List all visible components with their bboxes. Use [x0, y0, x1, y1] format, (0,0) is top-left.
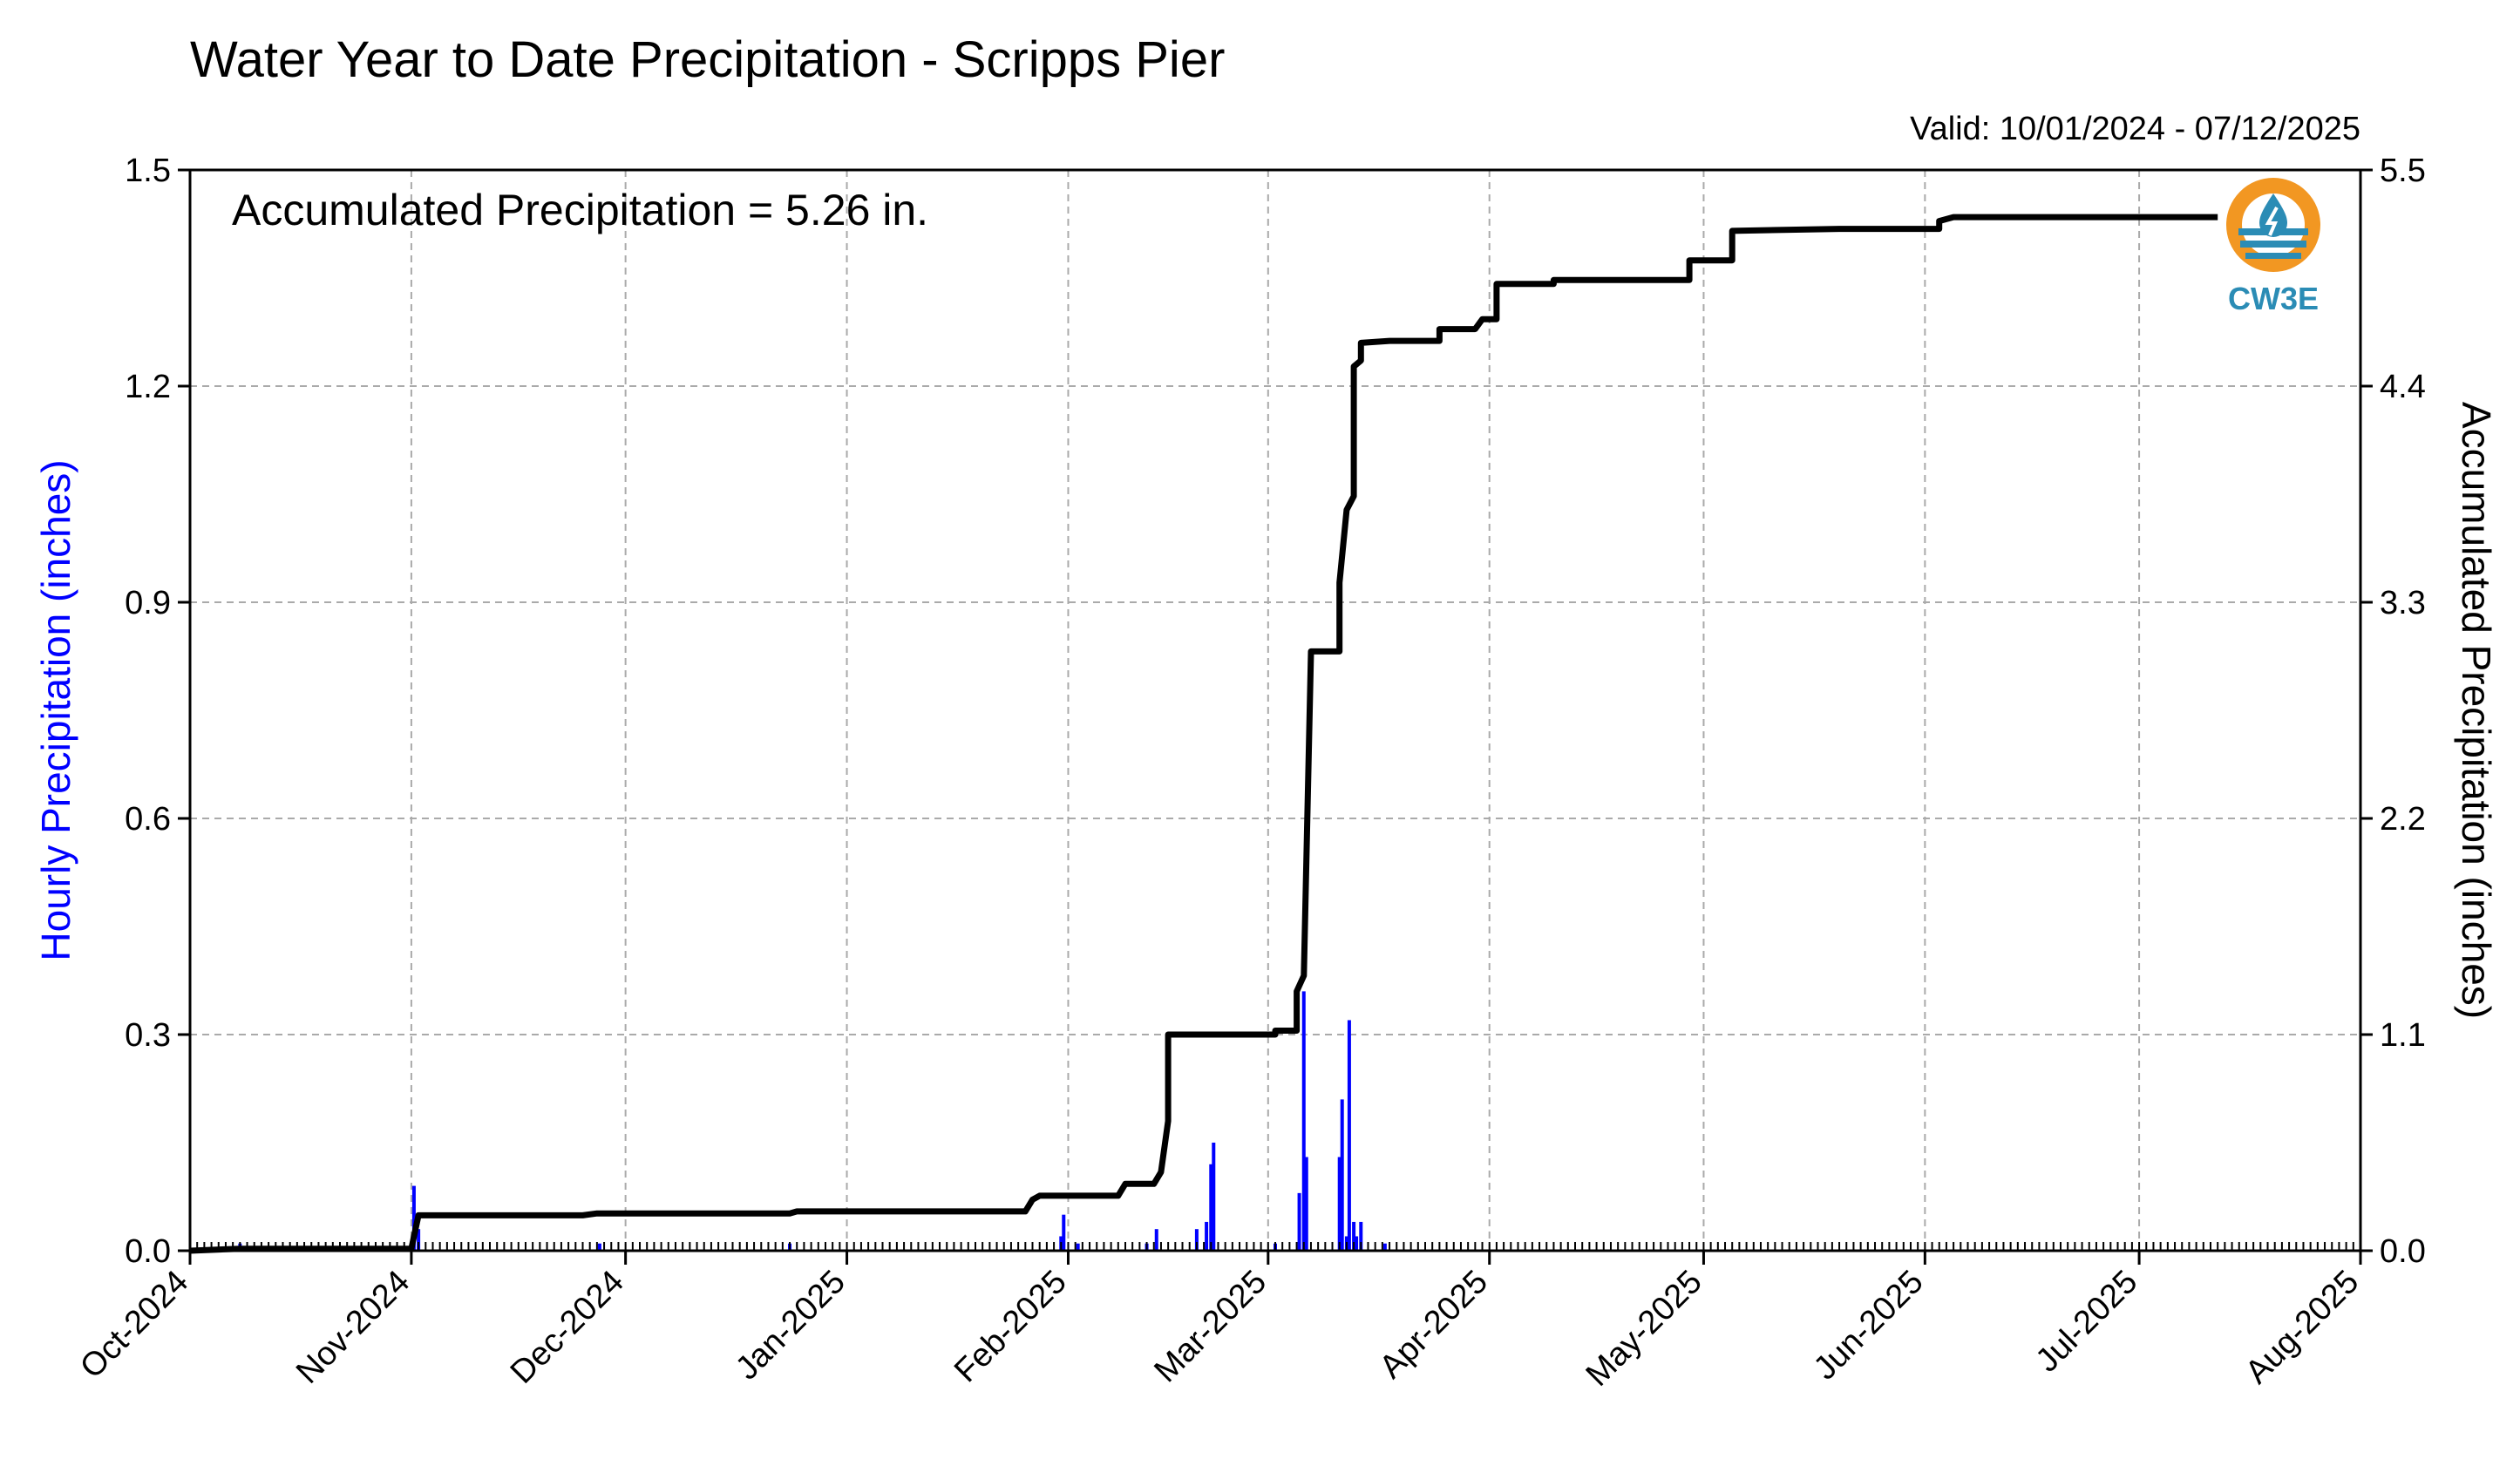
- x-tick-label: Aug-2025: [2238, 1264, 2366, 1391]
- logo-text: CW3E: [2228, 281, 2319, 316]
- logo-ring-icon: [2226, 178, 2320, 272]
- y-left-tick-label: 1.2: [125, 369, 171, 405]
- hourly-bar: [1304, 1157, 1308, 1251]
- hourly-bar: [1194, 1229, 1199, 1251]
- x-tick-label: Feb-2025: [948, 1264, 1074, 1390]
- valid-date-range: Valid: 10/01/2024 - 07/12/2025: [1910, 111, 2360, 147]
- x-tick-label: Dec-2024: [504, 1264, 631, 1391]
- accumulated-precip-line: [189, 214, 2218, 1254]
- x-tick-label: May-2025: [1579, 1264, 1709, 1394]
- y-axis-right-label: Accumulated Precipitation (inches): [2454, 402, 2499, 1019]
- hourly-bar: [411, 1185, 416, 1251]
- y-left-tick-label: 0.6: [125, 801, 171, 838]
- x-tick-label: Mar-2025: [1147, 1264, 1274, 1390]
- hourly-bar: [1355, 1236, 1359, 1251]
- accum-line: [189, 214, 2218, 1254]
- hourly-bar: [1154, 1229, 1158, 1251]
- hourly-bar: [1347, 1020, 1351, 1251]
- hourly-bar: [1212, 1143, 1216, 1251]
- hourly-bar: [1076, 1243, 1080, 1251]
- y-right-tick-label: 5.5: [2380, 153, 2426, 189]
- y-axis-left-ticks: 0.0 0.3 0.6 0.9 1.2 1.5: [125, 153, 190, 1270]
- hourly-bar: [597, 1243, 601, 1251]
- y-right-tick-label: 3.3: [2380, 585, 2426, 621]
- y-axis-right-ticks: 0.0 1.1 2.2 3.3 4.4 5.5: [2360, 153, 2426, 1270]
- hourly-bar: [1337, 1157, 1342, 1251]
- lightning-icon: [2265, 207, 2279, 236]
- x-tick-label: Oct-2024: [73, 1264, 195, 1386]
- hourly-bar: [1301, 991, 1306, 1251]
- grid-lines: [190, 170, 2360, 1251]
- accumulated-total-annotation: Accumulated Precipitation = 5.26 in.: [232, 186, 928, 234]
- x-axis-ticks: Oct-2024 Nov-2024 Dec-2024 Jan-2025 Feb-2025…: [73, 1251, 2366, 1394]
- minor-ticks: [189, 1242, 2361, 1251]
- y-axis-left-label: Hourly Precipitation (inches): [33, 459, 78, 960]
- chart-title: Water Year to Date Precipitation - Scrip…: [190, 31, 1225, 88]
- y-right-tick-label: 4.4: [2380, 369, 2426, 405]
- cw3e-logo: CW3E: [2226, 178, 2320, 316]
- hourly-bar: [1062, 1214, 1066, 1251]
- y-left-tick-label: 0.3: [125, 1017, 171, 1054]
- y-right-tick-label: 1.1: [2380, 1017, 2426, 1054]
- hourly-bar: [417, 1229, 421, 1251]
- x-tick-label: Jul-2025: [2029, 1264, 2145, 1380]
- hourly-bar: [1340, 1099, 1344, 1251]
- x-tick-label: Apr-2025: [1373, 1264, 1495, 1386]
- hourly-bar: [1297, 1192, 1301, 1251]
- x-tick-label: Nov-2024: [289, 1264, 417, 1391]
- hourly-bar: [1359, 1221, 1363, 1251]
- hourly-bar: [1352, 1221, 1356, 1251]
- y-left-tick-label: 1.5: [125, 153, 171, 189]
- hourly-bar: [1382, 1243, 1387, 1251]
- y-left-tick-label: 0.9: [125, 585, 171, 621]
- x-tick-label: Jan-2025: [729, 1264, 852, 1388]
- y-right-tick-label: 0.0: [2380, 1233, 2426, 1270]
- y-right-tick-label: 2.2: [2380, 801, 2426, 838]
- plot-frame: [188, 168, 2362, 1252]
- hourly-bar: [1209, 1164, 1213, 1251]
- hourly-bar: [1205, 1221, 1209, 1251]
- x-tick-label: Jun-2025: [1807, 1264, 1931, 1388]
- y-left-tick-label: 0.0: [125, 1233, 171, 1270]
